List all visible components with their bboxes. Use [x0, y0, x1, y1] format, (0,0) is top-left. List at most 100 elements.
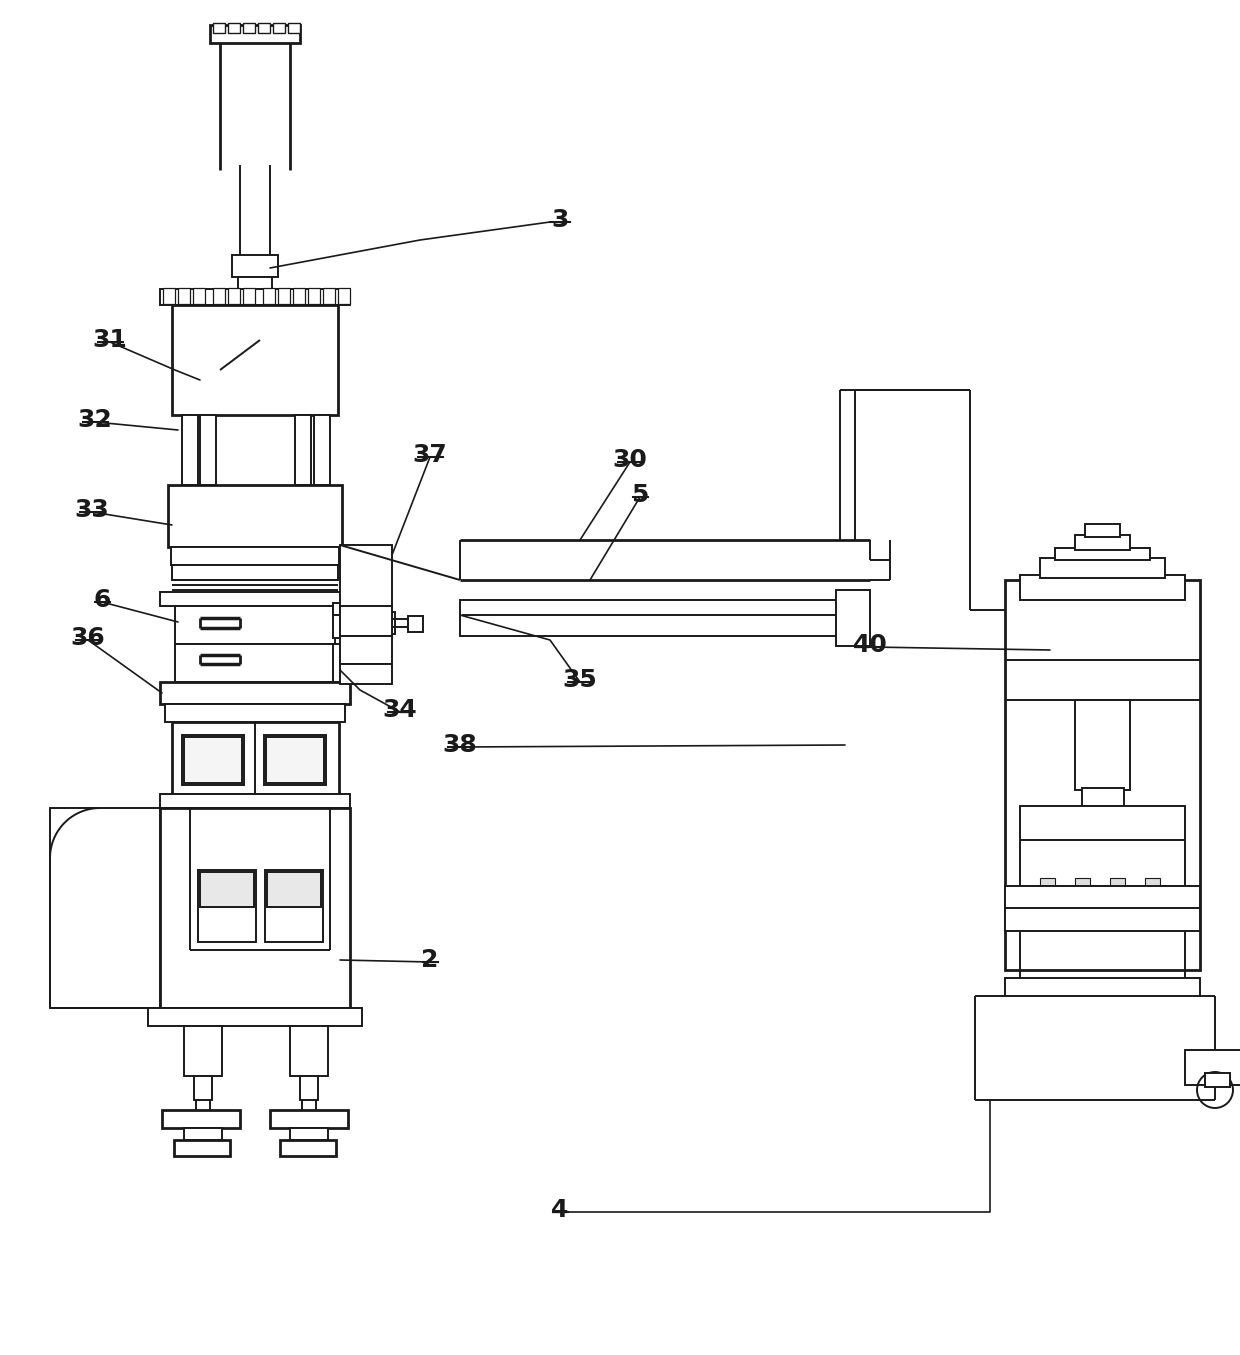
Text: 40: 40	[853, 633, 888, 657]
Bar	[1004, 580, 1200, 970]
Text: 3: 3	[552, 209, 569, 232]
Bar	[340, 606, 392, 635]
Bar	[408, 617, 423, 631]
Bar	[1205, 1073, 1230, 1087]
Bar	[340, 635, 392, 664]
Bar	[174, 1140, 229, 1156]
Bar	[160, 289, 350, 305]
Bar	[334, 608, 348, 638]
Bar	[300, 1076, 317, 1100]
Bar	[295, 415, 311, 485]
Bar	[232, 255, 278, 276]
Bar	[1004, 978, 1200, 996]
Bar	[213, 289, 224, 304]
Bar	[243, 23, 255, 33]
Bar	[160, 794, 350, 808]
Bar	[1075, 878, 1090, 886]
Bar	[267, 737, 324, 783]
Bar	[160, 808, 350, 1008]
Bar	[200, 415, 216, 485]
Bar	[228, 23, 241, 33]
Bar	[1004, 886, 1200, 931]
Bar	[293, 289, 305, 304]
Bar	[265, 870, 322, 942]
Bar	[160, 682, 350, 705]
Bar	[836, 589, 870, 646]
Text: 33: 33	[74, 499, 109, 522]
Bar	[184, 1127, 222, 1140]
Bar	[273, 23, 285, 33]
Bar	[167, 485, 342, 547]
Bar	[290, 1026, 329, 1076]
Bar	[175, 606, 335, 644]
Bar	[193, 289, 205, 304]
Bar	[339, 289, 350, 304]
Bar	[838, 596, 868, 640]
Bar	[162, 289, 175, 304]
Bar	[1040, 878, 1055, 886]
Bar	[334, 644, 348, 682]
Bar	[334, 603, 355, 615]
Bar	[172, 565, 339, 580]
Text: 36: 36	[71, 626, 105, 650]
Bar	[308, 289, 320, 304]
Bar	[314, 415, 330, 485]
Bar	[267, 873, 321, 906]
Bar	[322, 289, 335, 304]
Bar	[460, 600, 839, 635]
Bar	[50, 808, 160, 1008]
Bar	[1085, 524, 1120, 537]
Bar	[182, 415, 198, 485]
Bar	[148, 1008, 362, 1026]
Text: 5: 5	[631, 482, 649, 507]
Bar	[1145, 878, 1159, 886]
Text: 38: 38	[443, 733, 477, 757]
Bar	[270, 1110, 348, 1127]
Bar	[1083, 789, 1123, 806]
Bar	[1021, 806, 1185, 886]
Text: 35: 35	[563, 668, 598, 692]
Bar	[175, 644, 335, 682]
Text: 37: 37	[413, 443, 448, 467]
Bar	[172, 305, 339, 415]
Text: 6: 6	[93, 588, 110, 612]
Text: 32: 32	[78, 408, 113, 432]
Bar	[280, 1140, 336, 1156]
Bar	[172, 722, 339, 794]
Bar	[264, 734, 326, 785]
Bar	[1040, 558, 1166, 579]
Bar	[171, 547, 339, 565]
Bar	[288, 23, 300, 33]
Bar	[263, 289, 275, 304]
Bar	[335, 612, 396, 634]
Bar	[165, 705, 345, 722]
Bar	[1075, 701, 1130, 790]
Bar	[198, 870, 255, 942]
Bar	[243, 289, 255, 304]
Text: 4: 4	[552, 1198, 569, 1222]
Bar	[182, 734, 244, 785]
Bar	[160, 592, 350, 606]
Bar	[258, 23, 270, 33]
Bar	[200, 873, 254, 906]
Bar	[1110, 878, 1125, 886]
Bar	[1185, 1050, 1240, 1085]
Bar	[1075, 535, 1130, 550]
Bar	[184, 1026, 222, 1076]
Bar	[340, 545, 392, 640]
Bar	[184, 737, 242, 783]
Bar	[238, 276, 272, 289]
Text: 34: 34	[383, 698, 418, 722]
Bar	[340, 664, 392, 684]
Bar	[162, 1110, 241, 1127]
Bar	[1055, 547, 1149, 560]
Bar	[210, 24, 300, 43]
Bar	[228, 289, 241, 304]
Polygon shape	[340, 545, 460, 580]
Text: 31: 31	[93, 328, 128, 352]
Bar	[1021, 575, 1185, 600]
Text: 30: 30	[613, 449, 647, 472]
Text: 2: 2	[422, 948, 439, 972]
Bar	[179, 289, 190, 304]
Bar	[193, 1076, 212, 1100]
